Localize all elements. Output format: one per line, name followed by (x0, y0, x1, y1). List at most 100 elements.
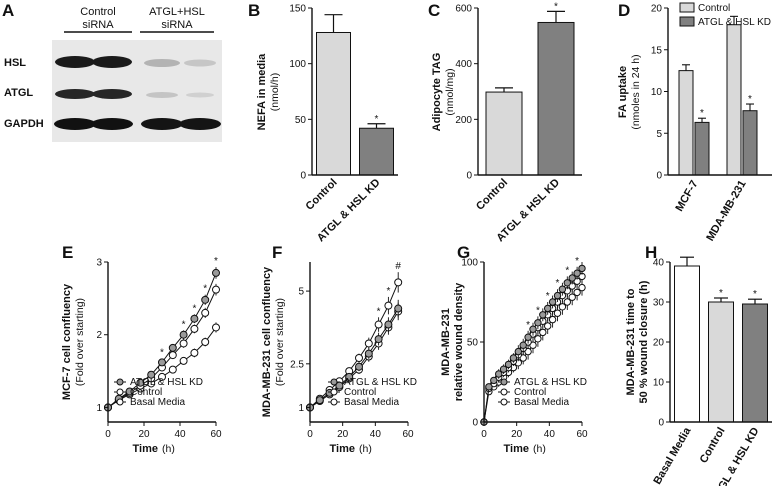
y-axis-title: MDA-MB-231 (440, 308, 452, 376)
data-point (190, 324, 199, 333)
significance-mark: * (719, 288, 723, 299)
x-tick-label: 40 (370, 429, 382, 440)
x-tick-label: 20 (337, 429, 349, 440)
panel-label-e: E (62, 243, 73, 262)
significance-mark: * (375, 114, 379, 125)
data-point (534, 319, 542, 327)
data-point (573, 288, 581, 297)
significance-mark: * (203, 284, 207, 295)
category-label: Control (474, 177, 510, 213)
data-point (147, 370, 156, 379)
data-point (212, 268, 220, 277)
data-point (534, 335, 542, 343)
y-tick-label: 50 (467, 338, 479, 349)
y-axis-title: MDA-MB-231 cell confluency (261, 266, 273, 417)
x-tick-label: 0 (105, 429, 111, 440)
lane-group-1-line-1: Control (80, 6, 115, 18)
lane-group-2-line-2: siRNA (161, 19, 193, 31)
data-point (212, 323, 220, 332)
panel-label-b: B (248, 1, 260, 20)
y-axis-title: MCF-7 cell confluency (61, 283, 73, 400)
data-point (539, 311, 547, 319)
data-point (364, 339, 373, 348)
significance-mark: * (526, 320, 530, 331)
x-tick-label: 0 (307, 429, 313, 440)
y-axis-unit: (Fold over starting) (274, 298, 286, 386)
blot-row-gapdh: GAPDH (4, 118, 44, 130)
blot-band (55, 56, 95, 68)
x-tick-label: 0 (481, 429, 487, 440)
significance-mark: * (182, 319, 186, 330)
significance-mark: * (377, 306, 381, 317)
blot-row-atgl: ATGL (4, 87, 33, 99)
y-tick-label: 0 (300, 171, 306, 182)
data-point (125, 387, 134, 396)
legend-label: ATGL & HSL KD (344, 377, 417, 388)
data-point (364, 349, 373, 358)
data-point (499, 365, 508, 373)
data-point (315, 396, 324, 405)
data-point (563, 279, 571, 287)
x-axis-unit: (h) (359, 443, 372, 455)
data-point (158, 358, 166, 367)
blot-band (184, 59, 216, 67)
data-point (544, 304, 552, 313)
y-tick-label: 3 (96, 258, 102, 269)
significance-mark: * (753, 289, 757, 300)
legend-marker (330, 378, 338, 386)
data-point (374, 335, 383, 344)
bar (726, 24, 742, 176)
y-axis-unit: (nmol/mg) (444, 68, 456, 115)
y-axis-title: NEFA in media (256, 53, 268, 130)
y-tick-label: 20 (653, 338, 665, 349)
significance-mark: * (546, 291, 550, 302)
y-tick-label: 5 (656, 129, 662, 140)
x-axis-title: Time (330, 443, 355, 455)
x-axis-unit: (h) (533, 443, 546, 455)
panel-label-g: G (457, 243, 470, 262)
data-point (578, 283, 586, 292)
data-point (355, 362, 363, 371)
y-tick-label: 600 (455, 4, 472, 15)
chart-g-wound-density: * * * * * * 0 50 100 0 20 40 60 Time (h) ATGL & HSL KDC… (440, 256, 588, 455)
bar (537, 21, 575, 176)
series-line (309, 311, 399, 408)
y-tick-label: 30 (653, 298, 665, 309)
data-point (168, 351, 177, 360)
blot-band (144, 59, 180, 67)
y-tick-label: 2 (96, 330, 102, 341)
x-tick-label: 40 (174, 429, 186, 440)
data-point (578, 264, 586, 273)
blot-band (92, 56, 132, 68)
y-axis-unit: (Fold over starting) (74, 298, 86, 386)
data-point (212, 285, 220, 294)
data-point (563, 298, 571, 306)
legend-marker (116, 398, 124, 406)
data-point (514, 347, 522, 356)
panel-label-f: F (272, 243, 282, 262)
legend-marker (116, 378, 124, 386)
blot-band (55, 89, 95, 99)
y-tick-label: 0 (656, 171, 662, 182)
data-point (509, 354, 518, 362)
y-tick-label: 0 (466, 171, 472, 182)
series-line (309, 308, 399, 408)
blot-band (141, 118, 183, 130)
data-point (568, 274, 576, 282)
legend-label: Basal Media (514, 397, 569, 408)
x-axis-title: Time (504, 443, 529, 455)
bar (678, 70, 694, 176)
y-axis-title: FA uptake (617, 66, 629, 118)
category-label: MDA-MB-231 (704, 179, 748, 244)
data-point (573, 269, 581, 277)
bar (316, 31, 351, 176)
data-point (495, 370, 503, 378)
data-point (544, 322, 552, 330)
data-point (355, 354, 363, 362)
legend-label: Control (130, 387, 162, 398)
y-tick-label: 10 (653, 378, 665, 389)
legend-swatch (679, 2, 695, 13)
lane-group-2-line-1: ATGL+HSL (149, 6, 205, 18)
significance-mark: * (214, 256, 218, 267)
x-axis-title: Time (133, 443, 158, 455)
